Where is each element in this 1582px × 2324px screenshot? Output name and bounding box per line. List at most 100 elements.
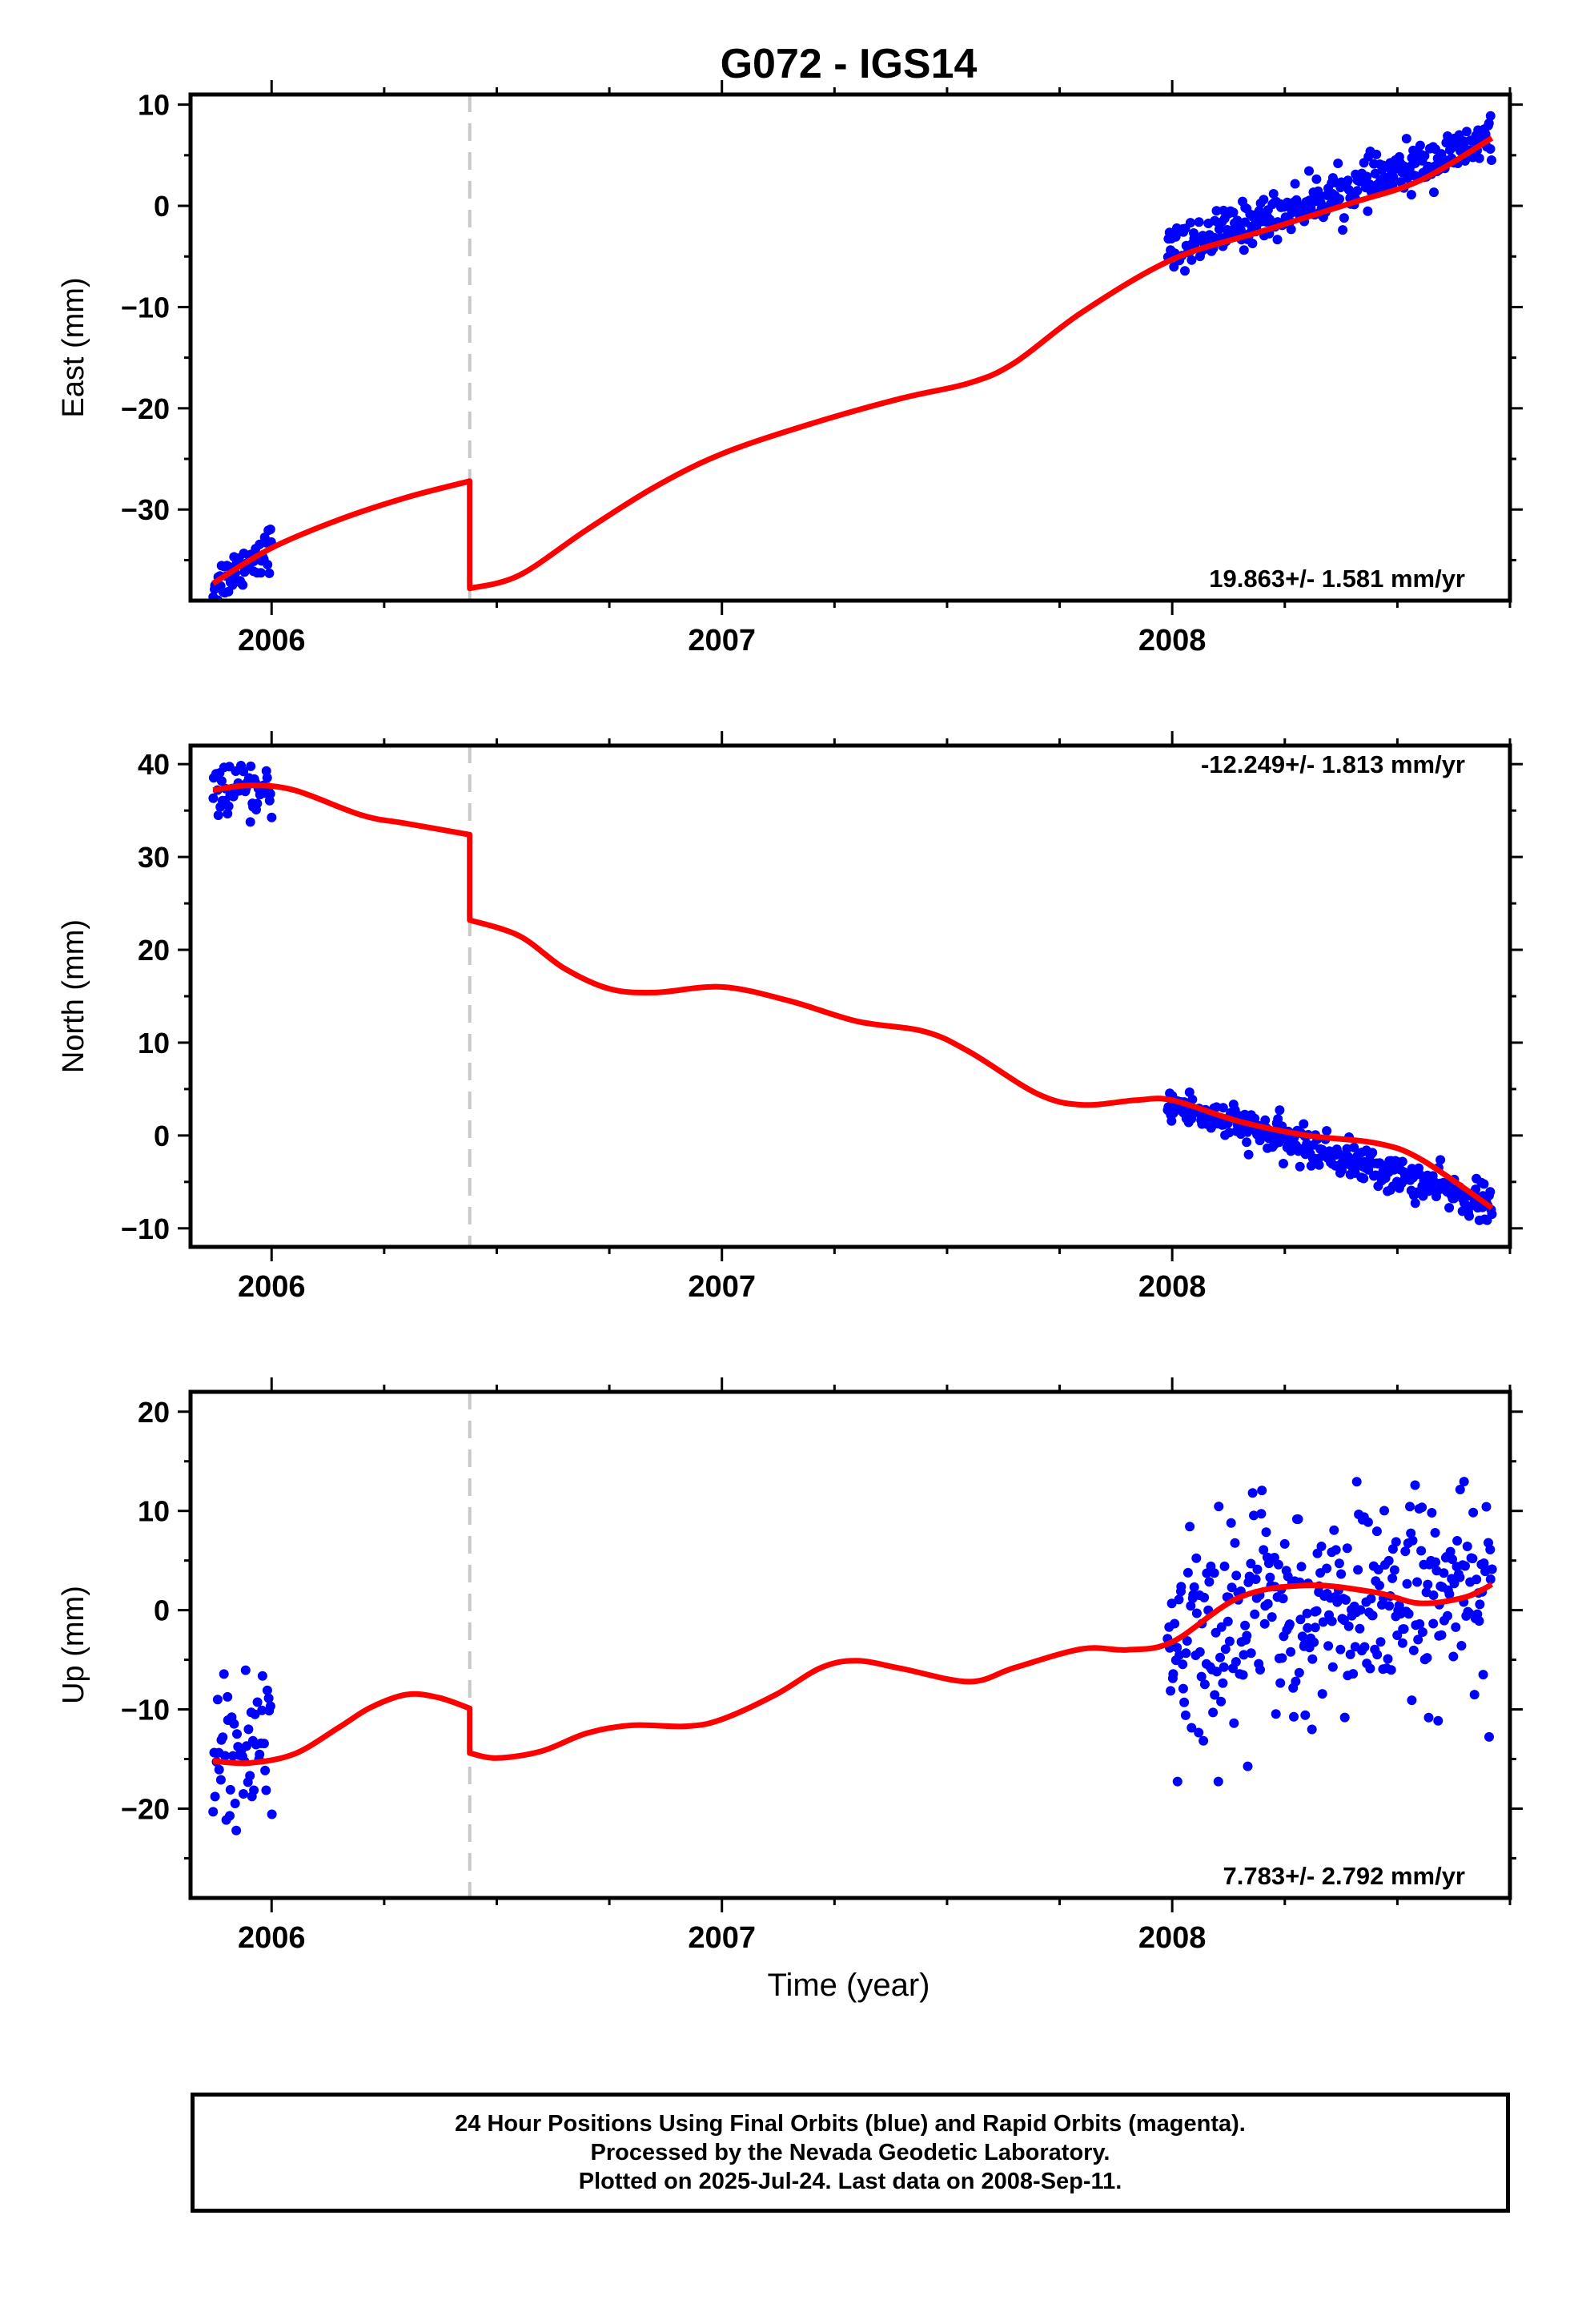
data-point (1331, 1545, 1341, 1555)
data-point (1329, 1525, 1339, 1535)
data-point (255, 568, 266, 578)
model-curve-east (211, 135, 1494, 592)
data-point (1210, 1690, 1220, 1700)
data-point (1259, 195, 1269, 205)
data-point (1182, 1636, 1192, 1646)
data-point (1184, 1087, 1195, 1097)
data-point (1367, 1148, 1378, 1158)
data-point (1405, 1502, 1415, 1512)
data-point (1375, 1637, 1386, 1647)
data-point (1194, 1727, 1204, 1738)
caption-box: 24 Hour Positions Using Final Orbits (bl… (191, 2093, 1510, 2213)
data-point (1474, 1616, 1484, 1626)
y-tick-label: 0 (154, 190, 170, 223)
y-tick-label: −20 (121, 1792, 170, 1825)
data-point (1407, 1535, 1418, 1546)
data-point (1199, 1735, 1209, 1746)
data-point (1256, 1509, 1267, 1519)
data-point (1178, 1683, 1188, 1694)
data-point (1384, 1601, 1395, 1611)
data-point (1335, 194, 1344, 204)
data-point (243, 1724, 254, 1735)
data-point (1417, 1502, 1427, 1513)
data-point (1345, 1649, 1355, 1659)
data-point (1166, 1116, 1177, 1126)
data-point (1242, 1137, 1252, 1148)
data-point (1168, 1669, 1178, 1679)
data-point (1427, 1508, 1437, 1518)
data-point (1174, 1594, 1184, 1605)
data-point (214, 1764, 224, 1775)
caption-line-1: 24 Hour Positions Using Final Orbits (bl… (455, 2111, 1246, 2137)
data-point (257, 1671, 267, 1681)
data-point (1474, 153, 1484, 163)
data-point (1322, 1563, 1332, 1574)
data-point (1413, 1634, 1423, 1645)
data-point (249, 1785, 259, 1795)
data-point (1389, 1565, 1399, 1575)
data-point (1342, 1543, 1352, 1554)
data-point (1455, 1485, 1465, 1494)
data-point (1186, 1601, 1196, 1611)
data-point (1290, 179, 1300, 189)
data-point (1314, 1160, 1324, 1170)
data-point (1468, 1507, 1479, 1518)
data-point (1341, 1594, 1351, 1605)
y-tick-label: 30 (138, 841, 170, 874)
data-point (208, 793, 219, 803)
data-point (1208, 1707, 1219, 1718)
data-point (1169, 262, 1179, 272)
data-point (1189, 1582, 1199, 1592)
data-point (259, 1739, 269, 1749)
data-point (1211, 1667, 1222, 1677)
data-point (263, 1693, 274, 1703)
data-point (1475, 1599, 1485, 1610)
x-tick-label: 2008 (1138, 1921, 1207, 1955)
plot-area-up (191, 1392, 1510, 1898)
x-tick-label: 2008 (1138, 1270, 1207, 1304)
x-tick-label: 2008 (1138, 624, 1207, 657)
x-tick-label: 2006 (238, 624, 306, 657)
data-point (1260, 1115, 1271, 1125)
data-point (1472, 1574, 1482, 1585)
data-point (1273, 1114, 1283, 1124)
data-point (1478, 1670, 1488, 1680)
data-point (1397, 1156, 1407, 1167)
data-point (260, 1765, 271, 1775)
y-axis-label-north: North (mm) (57, 919, 90, 1073)
data-point (1399, 1624, 1409, 1634)
data-point (1419, 151, 1430, 161)
data-point (263, 560, 273, 569)
x-axis-label: Time (year) (768, 1968, 930, 2003)
data-point (1226, 1518, 1236, 1528)
data-point (1388, 172, 1399, 183)
data-point (1316, 1542, 1327, 1551)
data-point (1485, 1545, 1496, 1554)
data-point (1339, 213, 1349, 223)
y-tick-label: −10 (121, 291, 170, 324)
data-point (1247, 239, 1258, 248)
data-point (229, 1719, 239, 1729)
data-point (225, 1811, 235, 1821)
data-point (1445, 1546, 1456, 1557)
data-point (1243, 1149, 1254, 1160)
data-point (1359, 1642, 1370, 1652)
data-point (1294, 1667, 1304, 1678)
data-point (1172, 1642, 1182, 1653)
y-tick-label: 20 (138, 934, 170, 967)
data-point (1186, 255, 1197, 265)
data-point (230, 1799, 240, 1808)
data-point (1267, 1612, 1277, 1622)
data-point (261, 1785, 271, 1795)
rate-label-east: 19.863+/- 1.581 mm/yr (1209, 565, 1465, 593)
data-point (1428, 1618, 1439, 1629)
data-point (1257, 1486, 1267, 1496)
data-point (1423, 1579, 1433, 1590)
data-point (1371, 1526, 1382, 1537)
plot-frame-up (188, 1389, 1512, 1900)
data-point (1218, 1678, 1228, 1688)
plot-area-east (191, 94, 1510, 601)
data-point (1462, 1542, 1472, 1551)
data-point (1479, 1179, 1489, 1189)
data-point (1296, 1562, 1307, 1572)
